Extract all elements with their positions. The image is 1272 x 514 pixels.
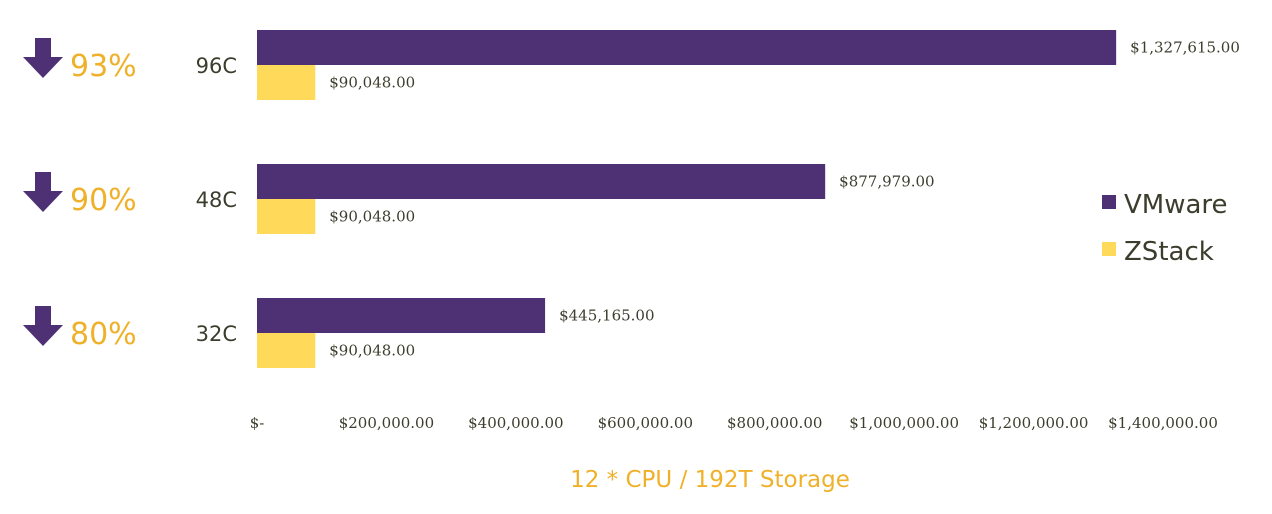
legend-swatch-vmware <box>1102 195 1116 209</box>
category-label-96c: 96C <box>196 54 237 78</box>
arrow-down-icon <box>23 38 63 78</box>
reduction-percent-32c: 80% <box>70 317 137 352</box>
reduction-percent-48c: 90% <box>70 183 137 218</box>
bar-zstack-32c <box>257 333 316 368</box>
bar-vmware-48c <box>257 164 826 199</box>
data-label-zstack-32c: $90,048.00 <box>329 342 415 360</box>
data-label-vmware-48c: $877,979.00 <box>839 173 934 191</box>
x-tick-label: $800,000.00 <box>727 414 822 432</box>
bar-zstack-48c <box>257 199 316 234</box>
data-label-zstack-96c: $90,048.00 <box>329 74 415 92</box>
bar-vmware-32c <box>257 298 546 333</box>
legend-label-zstack: ZStack <box>1124 237 1214 267</box>
x-tick-label: $1,000,000.00 <box>849 414 959 432</box>
bar-zstack-96c <box>257 65 316 100</box>
arrow-down-icon <box>23 172 63 212</box>
reduction-percent-96c: 93% <box>70 49 137 84</box>
x-tick-label: $- <box>250 414 265 432</box>
legend-label-vmware: VMware <box>1124 190 1228 220</box>
x-tick-label: $400,000.00 <box>468 414 563 432</box>
x-tick-label: $600,000.00 <box>598 414 693 432</box>
legend-swatch-zstack <box>1102 242 1116 256</box>
x-tick-label: $1,400,000.00 <box>1108 414 1218 432</box>
bar-vmware-96c <box>257 30 1117 65</box>
data-label-vmware-96c: $1,327,615.00 <box>1130 39 1240 57</box>
category-label-48c: 48C <box>196 188 237 212</box>
data-label-vmware-32c: $445,165.00 <box>559 307 654 325</box>
data-label-zstack-48c: $90,048.00 <box>329 208 415 226</box>
x-axis-label: 12 * CPU / 192T Storage <box>570 467 850 493</box>
x-tick-label: $1,200,000.00 <box>979 414 1089 432</box>
category-label-32c: 32C <box>196 322 237 346</box>
arrow-down-icon <box>23 306 63 346</box>
x-tick-label: $200,000.00 <box>339 414 434 432</box>
